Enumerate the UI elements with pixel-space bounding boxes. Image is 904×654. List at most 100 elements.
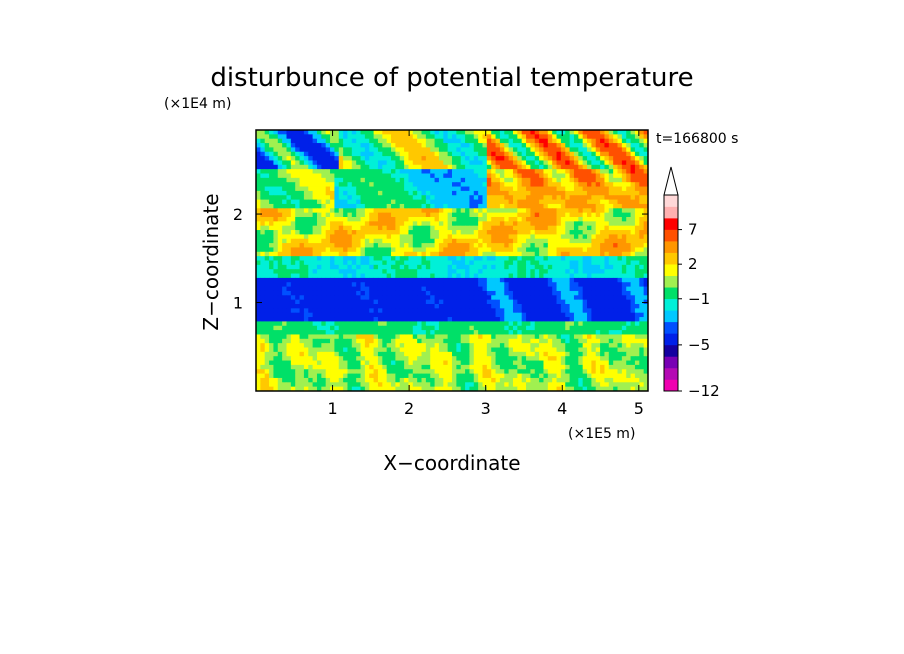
field-cell <box>486 299 492 305</box>
field-cell <box>447 134 453 140</box>
field-cell <box>482 221 488 227</box>
field-cell <box>512 186 518 192</box>
field-cell <box>369 360 374 366</box>
field-cell <box>256 269 261 274</box>
field-cell <box>608 156 614 161</box>
field-cell <box>621 238 627 244</box>
field-cell <box>438 308 444 314</box>
field-cell <box>369 238 374 244</box>
field-cell <box>595 269 601 274</box>
field-cell <box>556 203 562 209</box>
field-cell <box>395 143 401 148</box>
field-cell <box>295 151 300 157</box>
field-cell <box>452 243 457 248</box>
field-cell <box>312 290 318 296</box>
field-cell <box>343 230 348 235</box>
field-cell <box>277 151 283 157</box>
field-cell <box>308 203 314 209</box>
field-cell <box>447 256 453 261</box>
field-cell <box>260 338 266 344</box>
field-cell <box>587 130 592 135</box>
field-cell <box>273 134 279 140</box>
field-cell <box>595 186 601 192</box>
field-cell <box>338 299 344 305</box>
field-cell <box>391 164 396 170</box>
field-cell <box>373 299 379 305</box>
field-cell <box>465 312 470 318</box>
field-cell <box>260 308 266 314</box>
field-cell <box>508 169 514 174</box>
field-cell <box>621 343 627 348</box>
field-cell <box>604 343 610 348</box>
field-cell <box>321 221 327 227</box>
field-cell <box>412 338 418 344</box>
field-cell <box>343 169 348 174</box>
field-cell <box>330 143 335 148</box>
field-cell <box>578 164 584 170</box>
field-cell <box>578 234 584 240</box>
field-cell <box>260 312 266 318</box>
field-cell <box>391 330 396 335</box>
field-cell <box>643 195 649 200</box>
field-cell <box>578 251 584 257</box>
field-cell <box>373 234 379 240</box>
field-cell <box>421 173 427 179</box>
field-cell <box>260 247 266 253</box>
field-cell <box>499 217 505 222</box>
field-cell <box>465 325 470 331</box>
field-cell <box>312 169 318 174</box>
field-cell <box>282 208 287 214</box>
field-cell <box>621 151 627 157</box>
field-cell <box>264 269 270 274</box>
field-cell <box>412 304 418 309</box>
field-cell <box>447 317 453 322</box>
field-cell <box>343 177 348 183</box>
field-cell <box>269 269 274 274</box>
field-cell <box>452 356 457 361</box>
field-cell <box>360 160 366 166</box>
field-cell <box>256 321 261 327</box>
field-cell <box>534 164 540 170</box>
field-cell <box>547 299 553 305</box>
field-cell <box>391 143 396 148</box>
field-cell <box>517 247 523 253</box>
field-cell <box>269 243 274 248</box>
field-cell <box>256 334 261 340</box>
field-cell <box>343 212 348 218</box>
field-cell <box>512 238 518 244</box>
field-cell <box>543 238 549 244</box>
field-cell <box>521 364 527 370</box>
field-cell <box>626 230 631 235</box>
field-cell <box>499 160 505 166</box>
field-cell <box>273 312 279 318</box>
field-cell <box>573 160 579 166</box>
field-cell <box>373 156 379 161</box>
field-cell <box>604 169 610 174</box>
field-cell <box>486 304 492 309</box>
field-cell <box>399 199 405 205</box>
field-cell <box>469 290 475 296</box>
field-cell <box>273 212 279 218</box>
field-cell <box>308 312 314 318</box>
field-cell <box>460 143 466 148</box>
field-cell <box>303 356 309 361</box>
field-cell <box>377 260 383 266</box>
field-cell <box>295 164 300 170</box>
field-cell <box>408 277 414 283</box>
field-cell <box>425 269 431 274</box>
field-cell <box>325 286 331 292</box>
field-cell <box>469 256 475 261</box>
field-cell <box>543 256 549 261</box>
field-cell <box>517 217 523 222</box>
field-cell <box>552 195 557 200</box>
field-cell <box>325 277 331 283</box>
field-cell <box>587 238 592 244</box>
field-cell <box>526 264 531 270</box>
field-cell <box>512 169 518 174</box>
field-cell <box>430 147 435 153</box>
field-cell <box>639 343 645 348</box>
field-cell <box>617 299 623 305</box>
field-cell <box>547 290 553 296</box>
field-cell <box>556 195 562 200</box>
field-cell <box>573 138 579 144</box>
